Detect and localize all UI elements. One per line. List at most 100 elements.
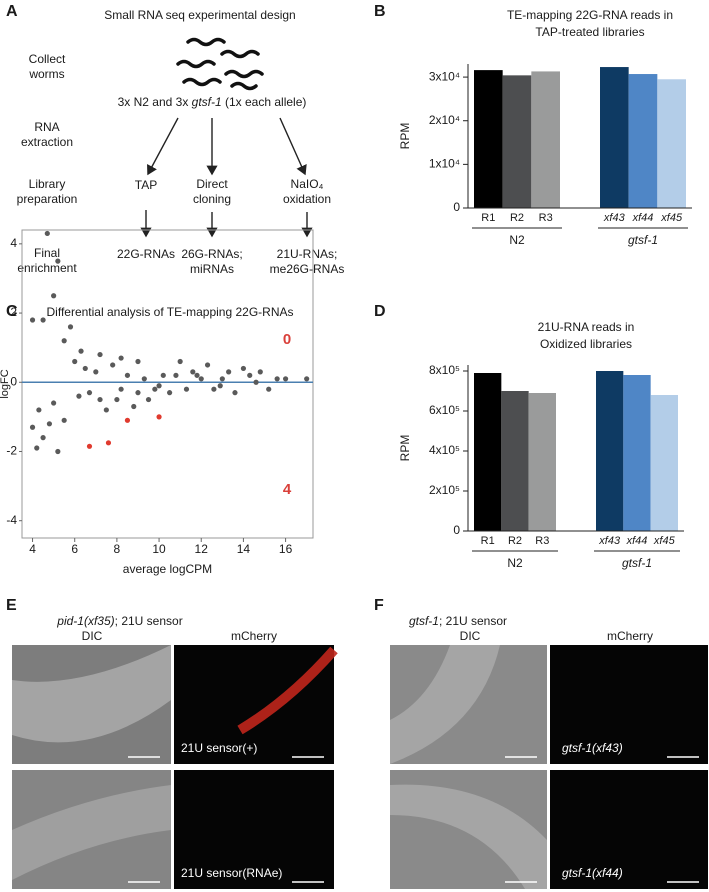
product-label: 22G-RNAs — [117, 247, 175, 261]
point — [61, 417, 67, 423]
x-tick-label: xf44 — [626, 535, 648, 547]
point — [240, 365, 247, 372]
column-label: mCherry — [231, 629, 277, 643]
bar — [657, 79, 686, 208]
chart-title: TAP-treated libraries — [535, 25, 644, 39]
point — [44, 230, 50, 237]
point — [190, 369, 196, 375]
point — [78, 348, 84, 354]
step-label: Final — [34, 246, 60, 260]
scale-bars — [505, 756, 699, 883]
step-label: Library — [29, 177, 66, 191]
method-label: cloning — [193, 192, 231, 206]
point — [67, 324, 74, 330]
point — [156, 383, 162, 389]
column-label: DIC — [82, 629, 103, 643]
x-tick-label: xf45 — [653, 535, 676, 547]
x-tick-label: 4 — [29, 542, 36, 556]
point — [274, 376, 280, 382]
samples-part: gtsf-1 — [192, 95, 222, 109]
bar — [650, 395, 678, 531]
diagram-title: Small RNA seq experimental design — [104, 8, 295, 22]
point — [266, 386, 272, 392]
point — [152, 386, 158, 392]
chart-title: Differential analysis of TE-mapping 22G-… — [47, 305, 294, 319]
y-tick-label: 1x10⁴ — [429, 157, 460, 171]
product-label: 26G-RNAs; — [181, 247, 242, 261]
y-tick-label: 0 — [10, 374, 17, 388]
scale-bars — [128, 756, 324, 883]
y-axis-label: RPM — [398, 435, 412, 462]
point — [160, 372, 166, 378]
panel-label: C — [6, 303, 18, 320]
method-label: oxidation — [283, 192, 331, 206]
imaging-title: pid-1(xf35); 21U sensor — [56, 614, 182, 628]
point — [282, 376, 289, 382]
x-tick-label: 16 — [279, 542, 293, 556]
samples-part: 3x N2 and 3x — [118, 95, 192, 109]
point — [46, 421, 53, 427]
panel-label: A — [6, 3, 18, 20]
point — [55, 448, 61, 455]
bar — [474, 373, 502, 531]
bar — [528, 393, 556, 531]
samples-part: (1x each allele) — [222, 95, 307, 109]
point — [51, 400, 57, 406]
point — [226, 369, 232, 375]
point — [156, 414, 162, 420]
point — [204, 362, 211, 368]
point — [124, 417, 131, 423]
y-tick-label: 0 — [453, 200, 460, 214]
image-label: 21U sensor(RNAe) — [181, 866, 282, 880]
x-tick-label: R1 — [481, 535, 495, 547]
point — [304, 376, 310, 382]
point — [177, 358, 183, 365]
mcherry-image — [174, 770, 334, 889]
chart-title: TE-mapping 22G-RNA reads in — [507, 8, 673, 22]
point — [114, 396, 120, 403]
bar — [502, 75, 532, 208]
x-tick-label: R3 — [539, 212, 553, 224]
title-part: ; 21U sensor — [115, 614, 183, 628]
panel-label: E — [6, 597, 17, 614]
group-label: N2 — [507, 556, 523, 570]
point — [51, 293, 57, 299]
x-tick-label: R2 — [508, 535, 522, 547]
y-axis-label: logFC — [0, 369, 11, 398]
worm-signal — [237, 646, 338, 735]
worms-icon — [176, 37, 264, 91]
point — [55, 258, 61, 264]
panel-label: F — [374, 597, 384, 614]
bar — [600, 67, 629, 209]
bar — [501, 391, 529, 531]
point — [29, 424, 36, 430]
plot-frame — [21, 229, 314, 539]
worm-shape — [12, 785, 171, 880]
y-tick-label: 2x10⁴ — [429, 113, 460, 127]
point — [36, 407, 42, 413]
point — [232, 390, 238, 396]
point — [61, 338, 67, 344]
x-axis-label: average logCPM — [123, 562, 212, 576]
point — [211, 386, 217, 392]
point — [82, 365, 88, 372]
worm-shape — [390, 784, 547, 889]
x-tick-label: 8 — [114, 542, 121, 556]
title-part: pid-1(xf35) — [56, 614, 114, 628]
point — [97, 396, 103, 403]
point — [167, 390, 173, 396]
column-label: DIC — [460, 629, 481, 643]
point — [97, 351, 103, 358]
point — [219, 376, 225, 382]
point — [72, 358, 78, 365]
x-tick-label: xf43 — [598, 535, 621, 547]
image-label: gtsf-1(xf44) — [562, 866, 623, 880]
point — [247, 372, 253, 378]
point — [141, 376, 147, 382]
product-label: miRNAs — [190, 262, 234, 276]
chart-title: Oxidized libraries — [540, 337, 632, 351]
x-tick-label: xf43 — [603, 212, 626, 224]
y-tick-label: 8x10⁵ — [429, 363, 460, 377]
point — [34, 445, 40, 451]
